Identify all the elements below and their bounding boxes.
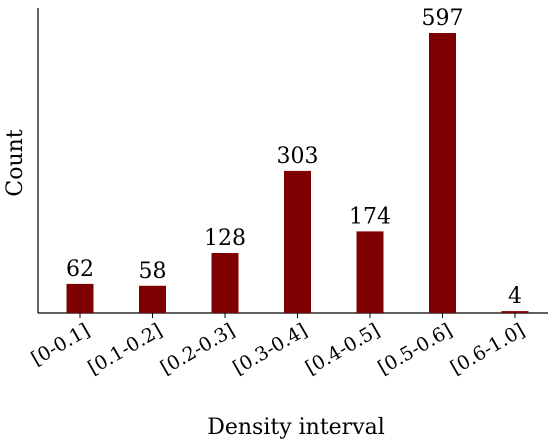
- bar-4: [356, 231, 384, 313]
- x-tick-label-2: [0.2-0.3]: [157, 319, 239, 379]
- x-tick-label-0: [0-0.1]: [27, 319, 93, 370]
- x-tick-label-6: [0.6-1.0]: [447, 319, 529, 379]
- y-axis-title: Count: [3, 129, 28, 196]
- value-label-group: 62 58 128 303 174 597 4: [66, 6, 522, 309]
- bar-value-label-0: 62: [66, 257, 94, 282]
- x-tick-label-3: [0.3-0.4]: [229, 319, 311, 379]
- bar-group: [66, 33, 529, 313]
- bar-2: [211, 253, 239, 313]
- bar-value-label-3: 303: [277, 144, 319, 169]
- x-tick-label-group: [0-0.1][0.1-0.2][0.2-0.3][0.3-0.4][0.4-0…: [27, 319, 528, 379]
- x-tick-group: [79, 313, 516, 318]
- bar-1: [139, 285, 166, 313]
- x-axis-title: Density interval: [207, 415, 385, 440]
- bar-value-label-1: 58: [139, 259, 167, 284]
- bar-0: [66, 283, 94, 313]
- x-tick-label-4: [0.4-0.5]: [302, 319, 384, 379]
- bar-5: [429, 33, 456, 313]
- bar-6: [501, 311, 529, 313]
- bar-value-label-4: 174: [349, 204, 391, 229]
- x-tick-label-1: [0.1-0.2]: [84, 319, 166, 379]
- bar-3: [284, 170, 311, 313]
- x-tick-label-5: [0.5-0.6]: [374, 319, 456, 379]
- bar-value-label-6: 4: [508, 284, 522, 309]
- bar-value-label-5: 597: [422, 6, 464, 31]
- bar-value-label-2: 128: [204, 226, 246, 251]
